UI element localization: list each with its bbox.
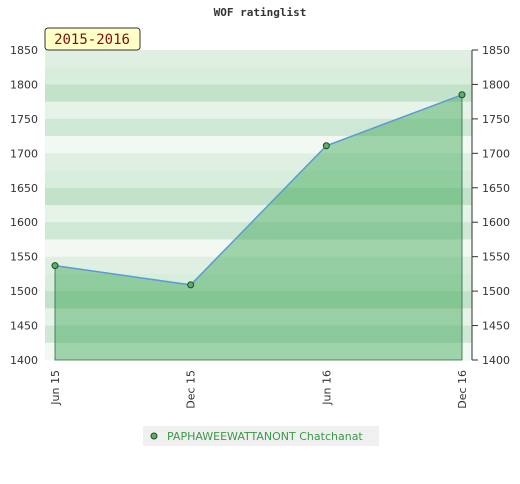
stripe [45, 187, 472, 206]
stripe [45, 205, 472, 223]
y2-tick-label: 1550 [482, 251, 510, 264]
y-tick-label: 1800 [10, 78, 38, 91]
y-tick-label: 1700 [10, 147, 38, 160]
stripe [45, 256, 472, 275]
y2-tick-label: 1600 [482, 216, 510, 229]
annotation-box [44, 27, 141, 51]
stripe [45, 170, 472, 189]
y-tick-label: 1600 [10, 216, 38, 229]
y2-tick-label: 1500 [482, 285, 510, 298]
stripe [45, 273, 472, 292]
stripe [45, 308, 472, 327]
x-tick-label: Jun 15 [49, 370, 62, 406]
x-tick-label: Jun 16 [320, 370, 333, 406]
x-tick-label: Dec 16 [456, 370, 469, 409]
y2-tick-label: 1850 [482, 44, 510, 57]
stripe [45, 136, 472, 154]
stripe [45, 325, 472, 344]
x-tick-label: Dec 15 [185, 370, 198, 409]
stripe [45, 239, 472, 258]
point [322, 142, 330, 150]
point [187, 281, 195, 289]
stripe [45, 342, 472, 361]
y2-tick-label: 1800 [482, 78, 510, 91]
stripe [45, 118, 472, 137]
y-tick-label: 1550 [10, 251, 38, 264]
y-tick-label: 1500 [10, 285, 38, 298]
annotation: 2015-2016 [54, 32, 130, 48]
y2-tick-label: 1750 [482, 113, 510, 126]
legend-marker [150, 432, 158, 440]
y2-tick-label: 1400 [482, 354, 510, 367]
stripe [45, 67, 472, 85]
plot-background [45, 50, 472, 361]
y-tick-label: 1750 [10, 113, 38, 126]
stripe [45, 153, 472, 172]
chart-title: WOF ratinglist [214, 6, 307, 19]
point [458, 91, 466, 99]
y2-tick-label: 1650 [482, 182, 510, 195]
stripe [45, 101, 472, 120]
stripe [45, 50, 472, 68]
y-tick-label: 1650 [10, 182, 38, 195]
stripe [45, 291, 472, 309]
y-tick-label: 1450 [10, 320, 38, 333]
legend-label: PAPHAWEEWATTANONT Chatchanat [167, 430, 363, 443]
stripe [45, 84, 472, 103]
point [51, 262, 59, 270]
y-tick-label: 1850 [10, 44, 38, 57]
y2-tick-label: 1700 [482, 147, 510, 160]
legend [143, 426, 379, 446]
y-tick-label: 1400 [10, 354, 38, 367]
stripe [45, 222, 472, 240]
line [54, 94, 463, 286]
y2-tick-label: 1450 [482, 320, 510, 333]
